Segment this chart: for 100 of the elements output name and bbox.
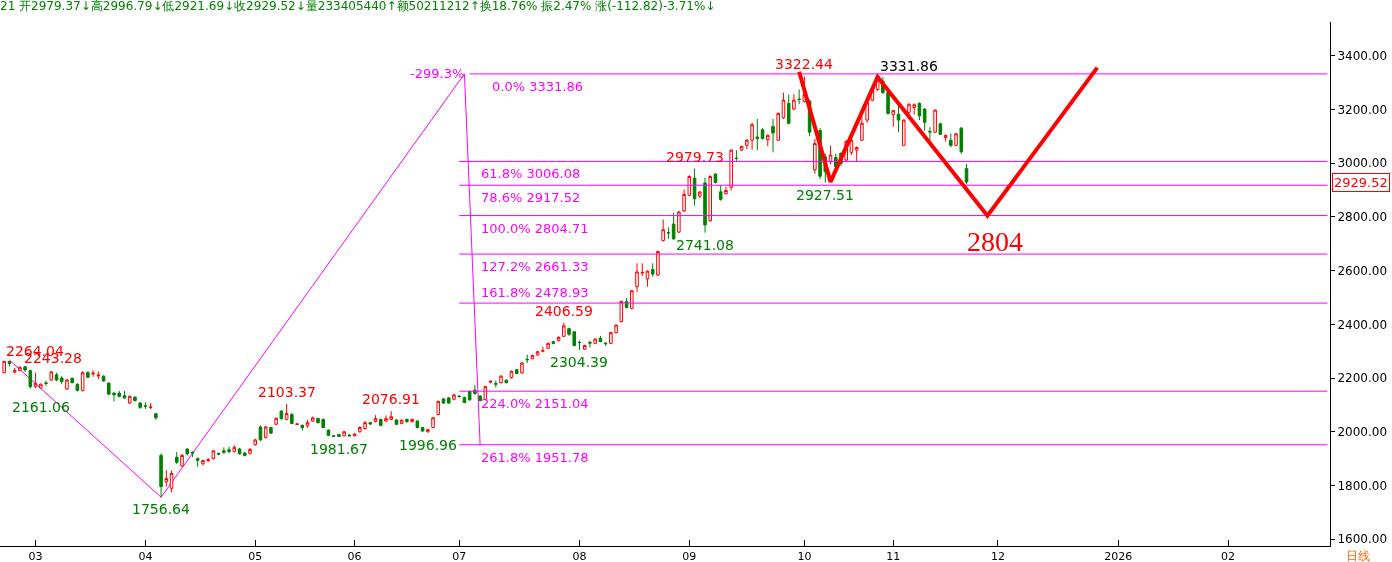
annotation: 1756.64 (132, 501, 190, 517)
candlestick (786, 94, 791, 125)
series-label: 100.0% 2804.71 (481, 221, 589, 236)
candlestick (122, 390, 127, 400)
candlestick (253, 438, 258, 447)
candlestick (943, 134, 948, 143)
candlestick (713, 172, 718, 184)
candlestick (666, 226, 671, 240)
candlestick (797, 88, 801, 105)
series-label: 78.6% 2917.52 (481, 190, 581, 205)
y-tick-label: 2400.00 (1337, 317, 1388, 332)
candlestick (195, 456, 200, 468)
candlestick (771, 118, 775, 153)
candlestick (426, 428, 430, 434)
x-tick-label: 10 (797, 550, 812, 562)
candlestick (781, 92, 786, 120)
candlestick (593, 337, 597, 345)
candlestick (80, 370, 85, 392)
candlestick (755, 118, 760, 151)
candlestick (75, 382, 80, 392)
series-label: 224.0% 2151.04 (481, 396, 589, 411)
candlestick (44, 380, 48, 387)
candlestick (342, 430, 346, 437)
candlestick (525, 354, 529, 364)
candlestick (504, 378, 509, 384)
candlestick (300, 424, 305, 431)
candlestick (373, 414, 378, 423)
y-tick-label: 1600.00 (1337, 532, 1388, 547)
candlestick (577, 340, 582, 351)
candlestick (269, 426, 273, 435)
candlestick (394, 418, 399, 426)
candlestick (933, 108, 937, 134)
candlestick (368, 421, 373, 426)
candlestick (415, 419, 420, 429)
candlestick (242, 452, 247, 458)
y-tick-label: 1800.00 (1337, 478, 1388, 493)
candlestick (279, 409, 284, 421)
x-tick-label: 03 (28, 550, 43, 562)
annotation: 1996.96 (399, 437, 457, 453)
x-tick-label: 08 (572, 550, 587, 562)
x-tick-label: 04 (138, 550, 153, 562)
candlestick (813, 138, 817, 175)
candlestick (603, 341, 608, 347)
candlestick (734, 149, 739, 162)
series-label: 261.8% 1951.78 (481, 450, 589, 465)
candlestick (499, 374, 503, 384)
candlestick (54, 372, 59, 382)
candlestick (148, 402, 153, 410)
candlestick (954, 132, 958, 147)
candlestick (159, 452, 163, 498)
candlestick (901, 118, 906, 147)
candlestick (258, 424, 263, 442)
candlestick (598, 335, 603, 343)
candlestick (65, 378, 69, 391)
annotation: 2304.39 (550, 354, 608, 370)
candlestick (410, 418, 414, 423)
candlestick (776, 112, 781, 142)
candlestick (828, 145, 833, 165)
candlestick (891, 109, 896, 128)
candlestick (305, 419, 310, 429)
candlestick (949, 133, 953, 148)
candlestick (232, 444, 237, 453)
candlestick (441, 397, 446, 405)
x-tick-label: 06 (347, 550, 362, 562)
candlestick (290, 412, 294, 425)
candlestick (7, 360, 12, 367)
candlestick (59, 375, 64, 385)
annotation: -299.3% (410, 66, 465, 81)
annotation: 2076.91 (362, 391, 420, 407)
candlestick (378, 417, 383, 427)
candlestick (739, 145, 744, 152)
candlestick (854, 145, 859, 163)
series-label: 127.2% 2661.33 (481, 259, 589, 274)
x-tick-label: 02 (1221, 550, 1236, 562)
chart-title: 21 开2979.37↓高2996.79↓低2921.69↓收2929.52↓量233405440↑额50211212↑换18.76% 振2.47% 涨(-112.82)-3.71%↓ (0, 0, 716, 13)
annotation: 2927.51 (796, 187, 854, 203)
annotation: 2103.37 (258, 384, 316, 400)
annotation: 2804 (967, 226, 1023, 257)
candlestick (263, 425, 268, 440)
candlestick (671, 212, 676, 241)
candlestick (284, 403, 289, 421)
candlestick (295, 422, 299, 426)
candlestick (656, 250, 660, 277)
candlestick (698, 190, 702, 199)
x-tick-label: 05 (248, 550, 263, 562)
candlestick (556, 335, 561, 343)
candlestick (928, 126, 932, 143)
series-label: 161.8% 2478.93 (481, 285, 589, 300)
candlestick (446, 396, 451, 405)
candlestick (792, 93, 796, 111)
candlestick (708, 174, 713, 223)
candlestick (729, 148, 733, 191)
candlestick (436, 400, 441, 416)
series-label: 61.8% 3006.08 (481, 166, 581, 181)
y-tick-label: 2800.00 (1337, 210, 1388, 225)
candlestick (546, 342, 550, 350)
candlestick (310, 415, 315, 423)
candlestick (530, 354, 535, 360)
candlestick (959, 126, 964, 155)
candlestick (765, 134, 770, 147)
